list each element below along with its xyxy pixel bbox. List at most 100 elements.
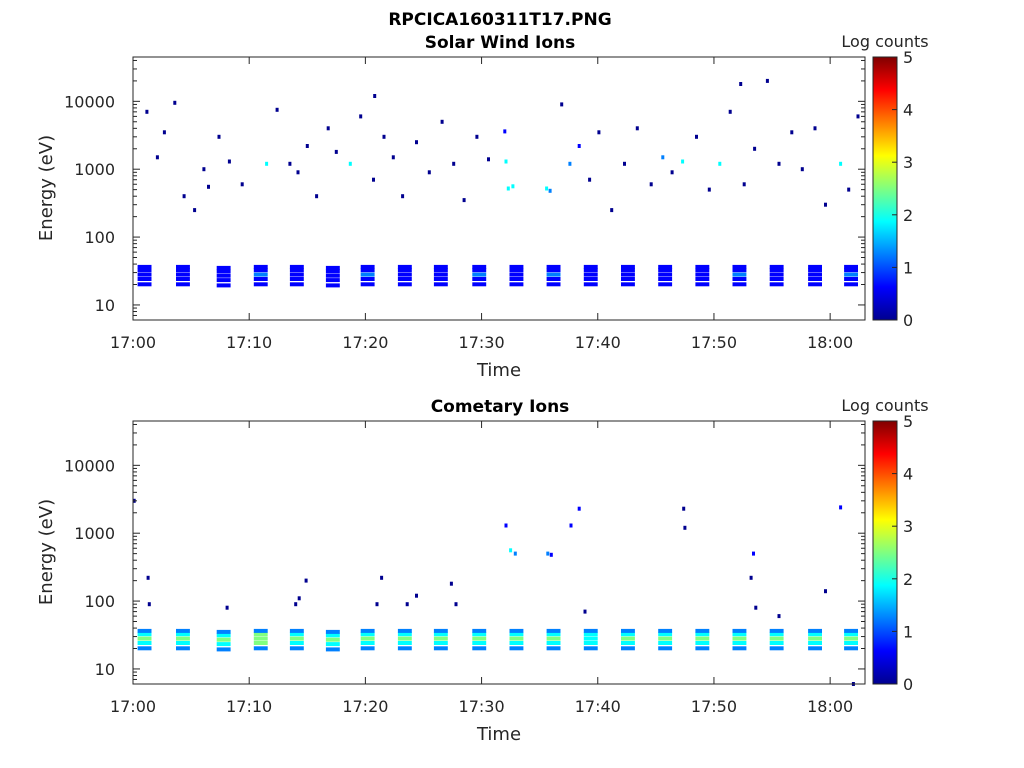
spectrogram-band-cell [808,646,822,651]
spectrogram-band-cell [546,268,561,273]
colorbar-ticks: 0 1 2 3 4 5 [892,412,913,694]
spectrogram-cell [777,161,781,166]
spectrogram-cell [649,182,653,187]
spectrogram-band-cell [137,272,152,277]
spectrogram-cell [225,605,229,610]
spectrogram-cell [162,130,166,135]
x-axis-label: Time [476,724,521,745]
spectrogram-band-cell [433,636,448,641]
colorbar-label: Log counts [841,396,928,415]
colorbar [872,420,898,685]
spectrogram-band-cell [844,628,858,633]
spectrogram-band-cell [844,268,858,273]
spectrogram-band-cell [509,632,524,637]
y-axis-label: Energy (eV) [36,135,57,241]
spectrogram-cell [173,100,177,105]
spectrogram-cell [401,194,405,199]
spectrogram-band-cell [253,268,268,273]
spectrogram-cell [569,523,573,528]
spectrogram-band-cell [216,283,231,288]
spectrogram-band-cell [325,647,340,652]
spectrogram-band-cell [137,268,152,273]
spectrogram-cell [506,186,510,191]
spectrogram-band-cell [621,628,635,633]
x-tick-label: 18:00 [807,333,853,352]
spectrogram-band-cell [216,278,231,283]
spectrogram-band-cell [658,641,673,645]
spectrogram-cell [813,126,817,131]
spectrogram-band-cell [621,646,635,651]
spectrogram-band-cell [433,628,448,633]
spectrogram-band-cell [583,628,598,633]
colorbar-tick-label: 0 [903,311,913,330]
colorbar-tick-label: 3 [903,153,913,172]
spectrogram-band-cell [325,629,340,634]
spectrogram-cell [683,525,687,530]
colorbar-ticks: 0 1 2 3 4 5 [892,48,913,330]
spectrogram-band-cell [808,636,822,641]
spectrogram-band-cell [397,282,412,287]
spectrogram-band-cell [360,272,375,277]
spectrogram-band-cell [583,282,598,287]
spectrogram-band-cell [472,264,487,269]
spectrogram-cell [182,194,186,199]
spectrogram-band-cell [844,264,858,269]
panel-title: Cometary Ions [431,397,570,417]
spectrogram-band-cell [397,632,412,637]
spectrogram-cell [427,170,431,175]
spectrogram-cell [415,140,418,145]
spectrogram-band-cell [695,636,710,641]
spectrogram-band-cell [808,282,822,287]
spectrogram-cell [373,94,377,98]
spectrogram-band-cell [360,636,375,641]
spectrogram-band-cell [546,636,561,641]
spectrogram-band-cell [769,636,784,641]
spectrogram-band-cell [253,628,268,633]
spectrogram-band-cell [769,277,784,281]
spectrogram-cell [681,159,685,164]
spectrogram-cell [207,184,210,189]
plot-area [132,420,866,685]
y-ticks: 10 100 1000 10000 [64,423,865,685]
x-axis-label: Time [476,360,521,381]
spectrogram-cell [577,506,581,511]
spectrogram-cell [856,114,860,119]
colorbar-tick-label: 5 [903,48,913,67]
spectrogram-band-cell [844,636,858,641]
spectrogram-band-cell [176,272,190,277]
spectrogram-band-cell [289,277,304,281]
spectrogram-band-cell [583,641,598,645]
spectrogram-band-cell [509,282,524,287]
spectrogram-band-cell [658,264,673,269]
spectrogram-band-cell [472,636,487,641]
spectrogram-band-cell [509,646,524,651]
spectrogram-cell [454,602,458,607]
spectrogram-cell [623,161,626,166]
spectrogram-band-cell [695,632,710,637]
spectrogram-band-cell [472,641,487,645]
spectrogram-band-cell [397,277,412,281]
spectrogram-band-cell [137,264,152,269]
spectrogram-band-cell [808,277,822,281]
spectrogram-cell [405,602,409,607]
spectrogram-band-cell [695,264,710,269]
y-tick-label: 1000 [74,160,115,179]
spectrogram-band-cell [808,628,822,633]
spectrogram-band-cell [732,628,747,633]
spectrogram-cell [294,602,298,607]
spectrogram-cell [375,602,379,607]
colorbar-label: Log counts [841,32,928,51]
spectrogram-cell [275,107,279,112]
spectrogram-band-cell [433,277,448,281]
spectrogram-cell [610,208,614,213]
spectrogram-band-cell [176,268,190,273]
spectrogram-cell [304,578,308,583]
spectrogram-cell [315,194,319,199]
spectrogram-band-cell [472,282,487,287]
spectrogram-band-cell [433,268,448,273]
panel-title: Solar Wind Ions [425,33,576,53]
spectrogram-band-cell [509,272,524,277]
spectrogram-band-cell [253,646,268,651]
spectrogram-cell [577,144,581,148]
spectrogram-band-cell [769,264,784,269]
